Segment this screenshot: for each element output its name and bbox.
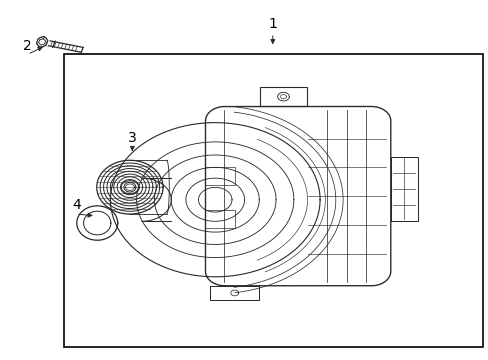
Text: 1: 1 bbox=[268, 17, 277, 31]
Text: 4: 4 bbox=[72, 198, 81, 212]
Text: 3: 3 bbox=[128, 131, 137, 145]
Text: 2: 2 bbox=[23, 39, 32, 53]
Bar bbox=[64, 54, 483, 347]
